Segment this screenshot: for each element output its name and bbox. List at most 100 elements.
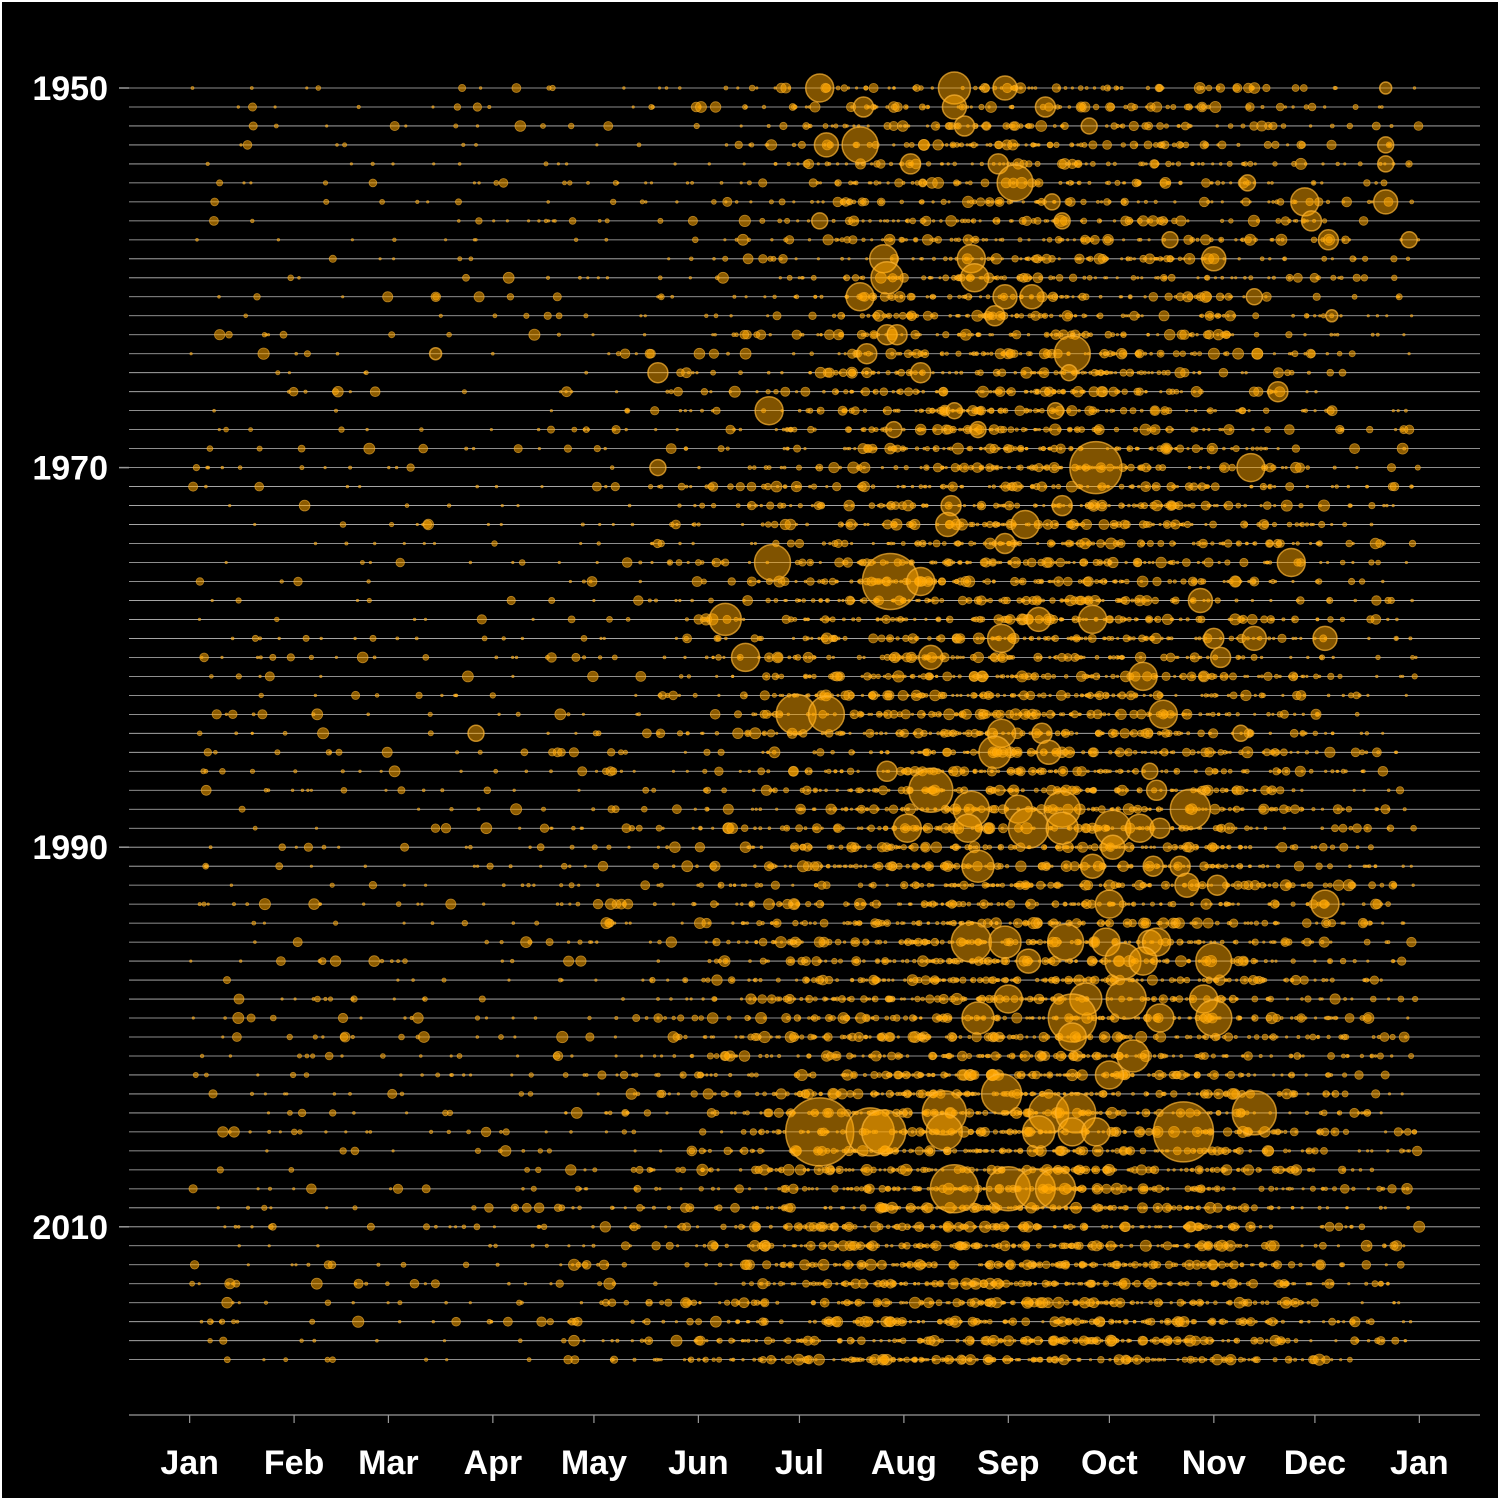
- storm-point: [476, 218, 483, 225]
- storm-point: [1411, 655, 1415, 659]
- storm-point: [1338, 277, 1340, 279]
- storm-point: [1105, 331, 1112, 338]
- storm-point: [897, 220, 899, 222]
- storm-point: [756, 87, 758, 89]
- storm-point: [1201, 579, 1206, 584]
- storm-point: [908, 125, 910, 127]
- storm-point: [781, 503, 786, 508]
- storm-point: [1126, 369, 1133, 376]
- storm-point: [557, 163, 559, 165]
- storm-point: [806, 409, 810, 413]
- storm-point: [1059, 315, 1061, 317]
- storm-point: [867, 314, 870, 317]
- storm-point: [1241, 694, 1243, 696]
- storm-point: [726, 447, 729, 450]
- storm-point: [1088, 634, 1096, 642]
- storm-point: [1108, 504, 1110, 506]
- storm-point: [1333, 805, 1342, 814]
- storm-point: [1191, 386, 1202, 397]
- storm-point: [1272, 637, 1275, 640]
- storm-point: [439, 314, 442, 317]
- storm-point: [1392, 504, 1394, 506]
- storm-point: [294, 770, 297, 773]
- storm-point: [1246, 675, 1248, 677]
- storm-point: [961, 789, 964, 792]
- storm-point: [294, 577, 303, 586]
- storm-point: [993, 580, 995, 582]
- storm-point: [931, 597, 938, 604]
- storm-point: [974, 86, 978, 90]
- storm-point: [951, 656, 955, 660]
- storm-point: [955, 371, 958, 374]
- storm-point: [930, 690, 941, 701]
- storm-point: [658, 87, 660, 89]
- storm-point: [1362, 770, 1365, 773]
- storm-point: [1007, 445, 1014, 452]
- storm-point: [857, 485, 859, 487]
- storm-point: [845, 163, 848, 166]
- storm-point: [876, 674, 881, 679]
- storm-point: [1168, 580, 1172, 584]
- storm-point: [847, 522, 852, 527]
- storm-point: [515, 656, 518, 659]
- storm-point: [1352, 294, 1357, 299]
- storm-point: [1049, 447, 1052, 450]
- storm-point: [1049, 580, 1052, 583]
- storm-point: [1218, 561, 1220, 563]
- storm-point: [1121, 580, 1123, 582]
- storm-point: [389, 766, 400, 777]
- storm-point: [1355, 712, 1359, 716]
- storm-point: [986, 295, 990, 299]
- storm-point: [1297, 751, 1299, 753]
- storm-point: [262, 332, 267, 337]
- storm-point: [780, 122, 787, 129]
- storm-point: [911, 181, 914, 184]
- storm-point: [749, 85, 755, 91]
- storm-point: [1038, 428, 1040, 430]
- storm-point: [1057, 390, 1061, 394]
- storm-point: [851, 407, 859, 415]
- storm-point: [819, 789, 821, 791]
- storm-point: [689, 277, 692, 280]
- storm-point: [1252, 428, 1255, 431]
- storm-point: [868, 789, 871, 792]
- storm-point: [1314, 674, 1319, 679]
- storm-point: [472, 447, 475, 450]
- storm-point: [778, 219, 782, 223]
- storm-point: [1288, 276, 1291, 279]
- storm-point: [966, 561, 969, 564]
- storm-point: [1105, 409, 1108, 412]
- storm-point: [776, 732, 778, 734]
- storm-point: [1330, 124, 1334, 128]
- storm-point: [1113, 220, 1116, 223]
- storm-point: [1162, 672, 1170, 680]
- storm-point: [1387, 789, 1390, 792]
- storm-point: [603, 637, 605, 639]
- storm-point: [1387, 464, 1395, 472]
- storm-point: [893, 671, 904, 682]
- storm-point: [849, 181, 853, 185]
- storm-point: [711, 503, 716, 508]
- storm-point: [913, 732, 915, 734]
- storm-point: [666, 390, 669, 393]
- storm-point: [1079, 143, 1083, 147]
- storm-point: [972, 408, 978, 414]
- storm-point: [854, 447, 856, 449]
- storm-point: [757, 580, 759, 582]
- storm-point: [1405, 561, 1407, 563]
- storm-point: [1150, 425, 1160, 435]
- storm-point: [748, 504, 751, 507]
- storm-point: [1131, 275, 1136, 280]
- storm-point: [1412, 674, 1417, 679]
- storm-point: [1176, 162, 1181, 167]
- storm-point: [678, 504, 682, 508]
- storm-point: [827, 655, 832, 660]
- storm-point: [709, 349, 718, 358]
- storm-point: [1176, 445, 1183, 452]
- storm-point: [1281, 500, 1292, 511]
- storm-point: [316, 86, 321, 91]
- storm-point: [1211, 712, 1215, 716]
- storm-point: [1113, 580, 1116, 583]
- storm-point: [923, 447, 926, 450]
